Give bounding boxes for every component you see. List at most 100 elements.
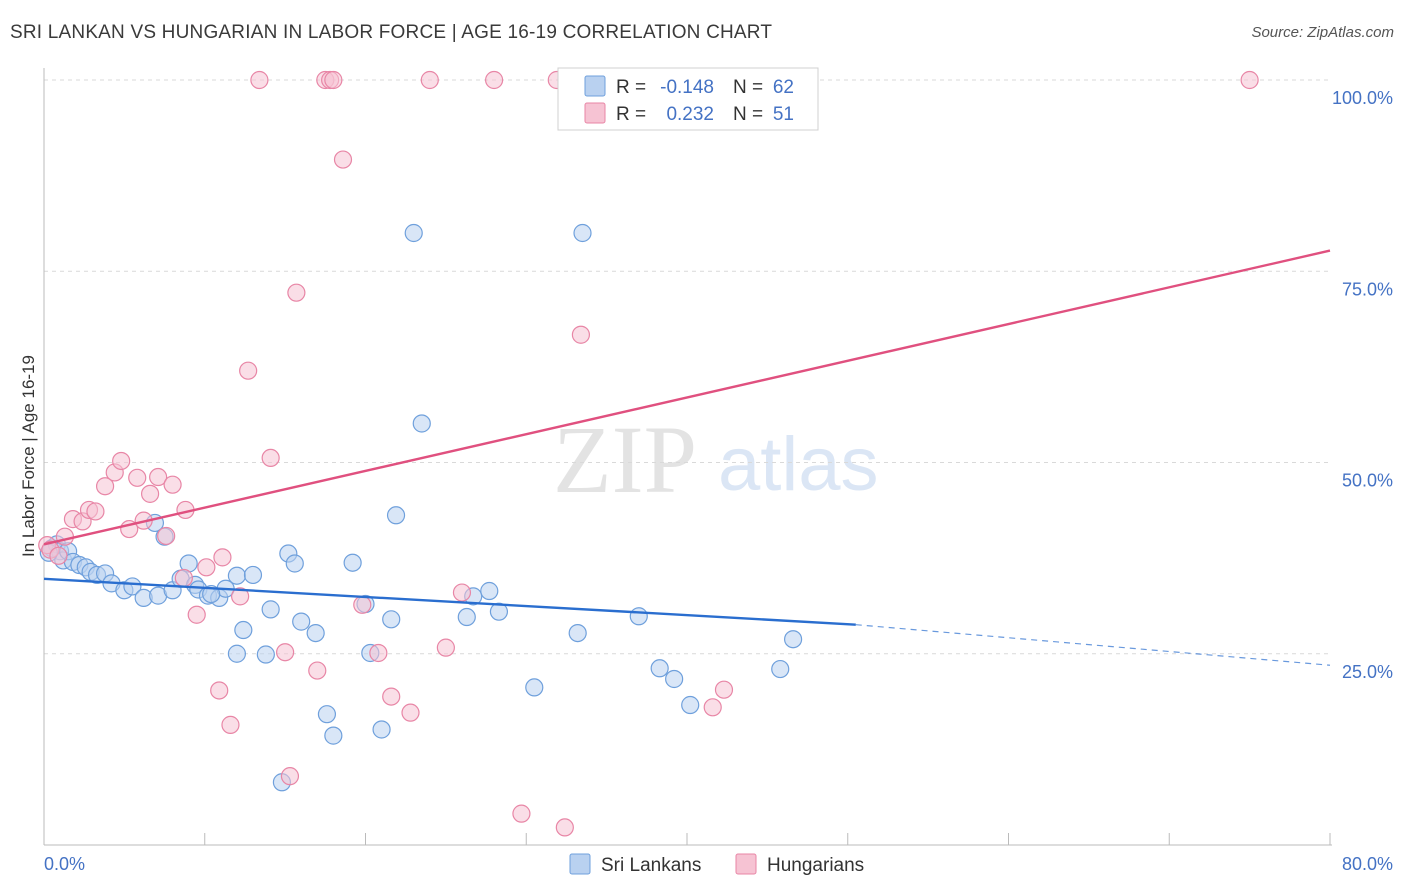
hungarians-point-39 xyxy=(382,687,401,706)
hungarians-point-51 xyxy=(1240,70,1259,90)
watermark-atlas: atlas xyxy=(718,422,879,507)
sri-lankans-point-26 xyxy=(227,566,246,585)
hungarians-point-45 xyxy=(512,804,531,823)
y-axis-title: In Labor Force | Age 16-19 xyxy=(19,355,38,557)
y-tick-label-50: 50.0% xyxy=(1342,471,1393,491)
sri-lankans-point-27 xyxy=(234,620,253,640)
hungarians-point-42 xyxy=(436,638,455,657)
sri-lankans-point-51 xyxy=(568,623,587,643)
sri-lankans-trend-line xyxy=(43,577,856,626)
sri-lankans-point-57 xyxy=(771,659,790,679)
hungarians-point-10 xyxy=(112,451,131,471)
sri-lankans-point-56 xyxy=(681,695,700,715)
y-tick-label-100: 100.0% xyxy=(1332,88,1393,108)
sri-lankans-point-50 xyxy=(525,678,544,697)
sri-lankans-point-49 xyxy=(489,602,509,621)
hungarians-point-38 xyxy=(369,643,388,663)
sri-lankans-point-38 xyxy=(343,553,362,572)
hungarians-point-7 xyxy=(86,502,105,521)
hungarians-point-16 xyxy=(157,526,176,546)
legend-swatch-sri-lankans xyxy=(569,853,591,875)
sri-lankans-point-41 xyxy=(372,720,391,739)
trend-lines xyxy=(43,249,1331,666)
x-tick-label-min: 0.0% xyxy=(44,854,85,874)
stats-r-value-1: -0.148 xyxy=(660,77,714,98)
hungarians-point-50 xyxy=(714,680,734,699)
hungarians-point-27 xyxy=(250,70,269,90)
hungarians-point-20 xyxy=(187,605,206,624)
sri-lankans-point-30 xyxy=(256,645,275,664)
y-axis-tick-labels: 25.0% 50.0% 75.0% 100.0% xyxy=(1332,88,1393,682)
y-tick-label-75: 75.0% xyxy=(1342,279,1393,299)
hungarians-point-15 xyxy=(149,467,168,487)
hungarians-point-24 xyxy=(221,715,240,734)
sri-lankans-point-29 xyxy=(243,565,263,585)
legend-label-sri-lankans: Sri Lankans xyxy=(601,855,701,876)
sri-lankans-point-34 xyxy=(292,612,311,631)
stats-legend: R = -0.148 N = 62 R = 0.232 N = 51 xyxy=(557,67,819,131)
sri-lankans-point-58 xyxy=(783,630,803,649)
sri-lankans-point-43 xyxy=(386,506,406,525)
sri-lankans-point-44 xyxy=(412,414,431,433)
sri-lankans-point-28 xyxy=(227,644,246,663)
stats-n-value-2: 51 xyxy=(773,104,794,125)
hungarians-point-48 xyxy=(571,325,591,344)
sri-lankans-point-42 xyxy=(382,610,401,629)
hungarians-point-47 xyxy=(555,818,574,837)
hungarians-point-2 xyxy=(49,546,68,565)
hungarians-point-28 xyxy=(261,448,280,468)
stats-n-label-2: N = xyxy=(733,104,763,125)
legend-label-hungarians: Hungarians xyxy=(767,855,864,876)
sri-lankans-point-31 xyxy=(261,600,280,619)
source-credit: Source: ZipAtlas.com xyxy=(1251,24,1394,41)
sri-lankans-point-53 xyxy=(629,607,648,626)
hungarians-point-40 xyxy=(401,703,420,722)
stats-n-label-1: N = xyxy=(733,77,763,98)
chart-title: SRI LANKAN VS HUNGARIAN IN LABOR FORCE |… xyxy=(10,22,773,43)
hungarians-point-31 xyxy=(287,283,306,302)
sri-lankans-point-45 xyxy=(404,223,423,243)
stats-r-label-2: R = xyxy=(616,104,646,125)
sri-lankans-point-54 xyxy=(650,659,669,678)
hungarians-point-30 xyxy=(280,767,300,786)
stats-n-value-1: 62 xyxy=(773,77,794,98)
hungarians-point-18 xyxy=(174,568,193,588)
hungarians-point-17 xyxy=(163,475,182,494)
hungarians-point-49 xyxy=(703,698,722,717)
x-tick-label-max: 80.0% xyxy=(1342,854,1393,874)
sri-lankans-point-46 xyxy=(457,607,476,627)
series-legend: Sri Lankans Hungarians xyxy=(569,853,864,876)
hungarians-point-3 xyxy=(55,527,74,546)
hungarians-point-37 xyxy=(353,595,372,614)
stats-swatch-hungarians xyxy=(584,102,606,124)
hungarians-point-43 xyxy=(452,583,472,602)
hungarians-point-21 xyxy=(197,558,216,577)
sri-lankans-point-13 xyxy=(123,577,142,596)
x-axis-ticks xyxy=(43,833,1331,845)
sri-lankans-point-33 xyxy=(285,554,304,573)
watermark-zip: ZIP xyxy=(553,406,697,513)
data-points xyxy=(38,70,1259,837)
sri-lankans-point-35 xyxy=(306,623,325,643)
hungarians-point-14 xyxy=(140,484,160,503)
stats-swatch-sri-lankans xyxy=(584,75,606,97)
stats-r-value-2: 0.232 xyxy=(666,104,714,125)
hungarians-point-35 xyxy=(324,70,343,90)
hungarians-point-36 xyxy=(333,150,353,169)
hungarians-point-32 xyxy=(308,661,327,680)
y-tick-label-25: 25.0% xyxy=(1342,662,1393,682)
sri-lankans-point-52 xyxy=(573,223,592,243)
legend-swatch-hungarians xyxy=(735,853,757,875)
hungarians-point-26 xyxy=(239,361,258,380)
hungarians-point-44 xyxy=(485,70,504,90)
hungarians-point-29 xyxy=(276,643,295,662)
sri-lankans-point-55 xyxy=(665,669,684,689)
hungarians-trend-line xyxy=(43,249,1331,546)
hungarians-point-25 xyxy=(231,587,250,606)
sri-lankans-point-48 xyxy=(480,581,499,601)
sri-lankans-point-37 xyxy=(317,705,337,724)
sri-lankans-point-36 xyxy=(324,726,343,745)
hungarians-point-41 xyxy=(420,70,439,90)
hungarians-point-8 xyxy=(95,477,115,496)
